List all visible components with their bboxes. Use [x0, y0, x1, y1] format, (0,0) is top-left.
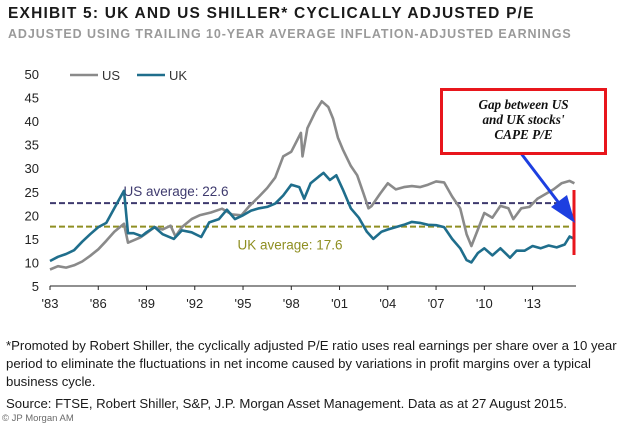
watermark: © JP Morgan AM — [2, 413, 74, 424]
y-tick-label: 25 — [25, 185, 39, 200]
x-tick-label: '89 — [138, 296, 155, 311]
legend-label: US — [102, 68, 120, 83]
gap-callout-box: Gap between US and UK stocks' CAPE P/E — [440, 88, 607, 155]
chart: 5 10 15 20 25 30 35 40 45 50 '83 '86 '89 '92 '95 '98 '01… — [25, 67, 576, 311]
legend-label: UK — [169, 68, 187, 83]
reference-lines: US average: 22.6 UK average: 17.6 — [50, 184, 572, 253]
x-tick-label: '01 — [331, 296, 348, 311]
x-tick-label: '13 — [524, 296, 541, 311]
chart-subtitle: ADJUSTED USING TRAILING 10-YEAR AVERAGE … — [8, 27, 572, 41]
y-tick-label: 40 — [25, 114, 39, 129]
x-tick-label: '92 — [186, 296, 203, 311]
x-tick-label: '07 — [428, 296, 445, 311]
y-tick-label: 15 — [25, 232, 39, 247]
x-tick-label: '10 — [476, 296, 493, 311]
footnote: *Promoted by Robert Shiller, the cyclica… — [6, 338, 617, 389]
y-tick-label: 50 — [25, 67, 39, 82]
reference-line-label: UK average: 17.6 — [237, 238, 342, 253]
callout-arrow-shaft — [518, 151, 567, 212]
y-tick-label: 45 — [25, 91, 39, 106]
y-tick-label: 10 — [25, 255, 39, 270]
series-line-uk — [49, 171, 575, 264]
source-note: Source: FTSE, Robert Shiller, S&P, J.P. … — [6, 396, 568, 411]
callout-line-1: Gap between US — [478, 97, 569, 112]
callout-arrow-head — [551, 195, 575, 223]
callout-line-2: and UK stocks' — [482, 112, 565, 127]
x-tick-label: '98 — [283, 296, 300, 311]
chart-axes: 5 10 15 20 25 30 35 40 45 50 '83 '86 '89 '92 '95 '98 '01… — [25, 67, 576, 311]
x-tick-label: '83 — [42, 296, 59, 311]
x-tick-label: '86 — [90, 296, 107, 311]
y-tick-label: 35 — [25, 138, 39, 153]
callout-arrow — [518, 151, 576, 255]
x-tick-label: '04 — [379, 296, 396, 311]
chart-series — [49, 100, 575, 271]
y-tick-label: 30 — [25, 161, 39, 176]
callout-line-3: CAPE P/E — [494, 127, 553, 142]
reference-line-label: US average: 22.6 — [123, 184, 228, 199]
x-tick-label: '95 — [235, 296, 252, 311]
y-tick-label: 5 — [32, 279, 39, 294]
chart-legend: US UK — [70, 68, 187, 83]
y-tick-label: 20 — [25, 208, 39, 223]
chart-title: EXHIBIT 5: UK AND US SHILLER* CYCLICALLY… — [8, 5, 535, 22]
series-line-us — [49, 100, 575, 271]
